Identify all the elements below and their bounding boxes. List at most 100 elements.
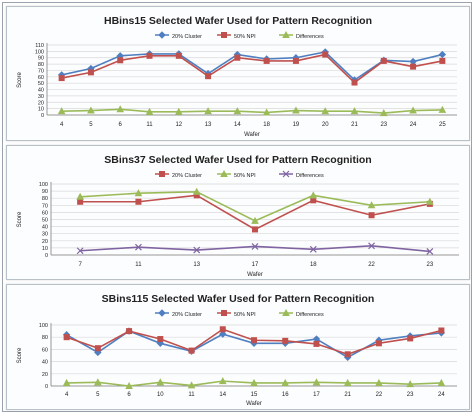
data-point	[263, 57, 270, 64]
y-tick-label: 20	[42, 372, 48, 378]
legend-marker	[282, 308, 290, 316]
data-point	[281, 378, 290, 386]
y-tick-label: 40	[38, 88, 44, 94]
data-point	[192, 187, 201, 195]
data-point	[439, 57, 446, 64]
legend-label: Differences	[296, 173, 324, 179]
data-point	[76, 247, 84, 255]
y-tick-label: 40	[42, 225, 48, 231]
data-point	[125, 381, 133, 389]
series	[76, 242, 434, 255]
data-point	[312, 378, 321, 386]
x-tick-label: 13	[193, 262, 200, 268]
legend-entry: 50% NPI	[217, 169, 256, 179]
data-point	[251, 337, 257, 344]
legend-entry: 50% NPI	[217, 32, 256, 40]
data-point	[344, 351, 351, 358]
data-point	[135, 198, 142, 205]
data-point	[379, 109, 388, 117]
y-tick-label: 20	[38, 100, 44, 106]
legend-marker	[221, 310, 227, 316]
data-point	[437, 378, 446, 386]
data-point	[62, 378, 71, 386]
chart-panel-hbins15: HBins15 Selected Wafer Used for Pattern …	[6, 6, 470, 141]
legend-marker	[221, 32, 227, 38]
x-tick-label: 12	[175, 122, 182, 128]
y-tick-label: 30	[42, 232, 48, 238]
data-point	[175, 52, 182, 59]
data-point	[63, 334, 70, 341]
x-axis-label: Wafer	[246, 401, 262, 407]
data-point	[187, 381, 196, 389]
y-tick-label: 40	[42, 360, 48, 366]
data-point	[292, 106, 300, 114]
data-point	[205, 73, 212, 80]
data-point	[426, 248, 434, 255]
series	[57, 48, 447, 84]
chart-sbins37: SBins37 Selected Wafer Used for Pattern …	[17, 154, 459, 278]
x-tick-label: 7	[78, 262, 82, 268]
y-tick-label: 90	[38, 56, 44, 62]
data-point	[438, 50, 447, 59]
chart-title: SBins115 Selected Wafer Used for Pattern…	[102, 293, 375, 305]
data-point	[313, 340, 320, 347]
y-tick-label: 0	[45, 253, 48, 259]
y-tick-label: 100	[39, 323, 48, 329]
series	[76, 187, 434, 224]
data-point	[94, 345, 101, 352]
x-tick-label: 20	[322, 122, 329, 128]
data-point	[135, 243, 142, 251]
x-tick-label: 15	[251, 392, 258, 398]
x-tick-label: 17	[313, 392, 320, 398]
data-point	[219, 326, 226, 333]
data-point	[156, 378, 165, 386]
legend-label: 50% NPI	[234, 34, 256, 40]
legend-label: 20% Cluster	[172, 34, 202, 40]
x-tick-label: 13	[205, 122, 212, 128]
chart-hbins15: HBins15 Selected Wafer Used for Pattern …	[17, 15, 457, 138]
y-tick-label: 60	[42, 347, 48, 353]
chart-sbins115: SBins115 Selected Wafer Used for Pattern…	[17, 293, 457, 407]
series	[62, 377, 446, 389]
y-axis-label: Score	[17, 347, 23, 363]
legend-marker	[159, 171, 165, 177]
data-point	[380, 57, 387, 64]
x-tick-label: 17	[252, 262, 259, 268]
data-point	[218, 377, 227, 385]
data-point	[292, 57, 299, 64]
y-tick-label: 60	[38, 75, 44, 81]
y-tick-label: 100	[35, 49, 44, 55]
legend-entry: Differences	[279, 308, 324, 318]
series-line	[80, 191, 430, 222]
x-tick-label: 25	[439, 122, 446, 128]
data-point	[134, 189, 143, 197]
x-tick-label: 5	[96, 392, 100, 398]
x-tick-label: 11	[146, 122, 153, 128]
data-point	[351, 79, 358, 86]
x-tick-label: 18	[263, 122, 270, 128]
chart-panel-sbins115: SBins115 Selected Wafer Used for Pattern…	[6, 284, 470, 410]
data-point	[343, 378, 352, 386]
y-tick-label: 80	[38, 62, 44, 68]
x-tick-label: 11	[135, 262, 142, 268]
y-tick-label: 10	[42, 246, 48, 252]
series-line	[61, 53, 443, 84]
y-tick-label: 90	[42, 189, 48, 195]
data-point	[438, 327, 445, 334]
y-tick-label: 80	[42, 196, 48, 202]
y-axis-label: Score	[17, 211, 23, 227]
data-point	[322, 51, 329, 58]
legend-label: 50% NPI	[234, 312, 256, 318]
data-point	[146, 52, 153, 59]
legend-entry: Differences	[279, 30, 324, 40]
data-point	[262, 108, 271, 116]
data-point	[157, 336, 164, 343]
legend-marker	[158, 31, 166, 39]
data-point	[310, 197, 317, 204]
data-point	[282, 337, 289, 344]
series	[62, 327, 446, 362]
legend-entry: 20% Cluster	[155, 309, 202, 318]
chart-title: HBins15 Selected Wafer Used for Pattern …	[104, 15, 372, 27]
data-point	[252, 226, 258, 233]
